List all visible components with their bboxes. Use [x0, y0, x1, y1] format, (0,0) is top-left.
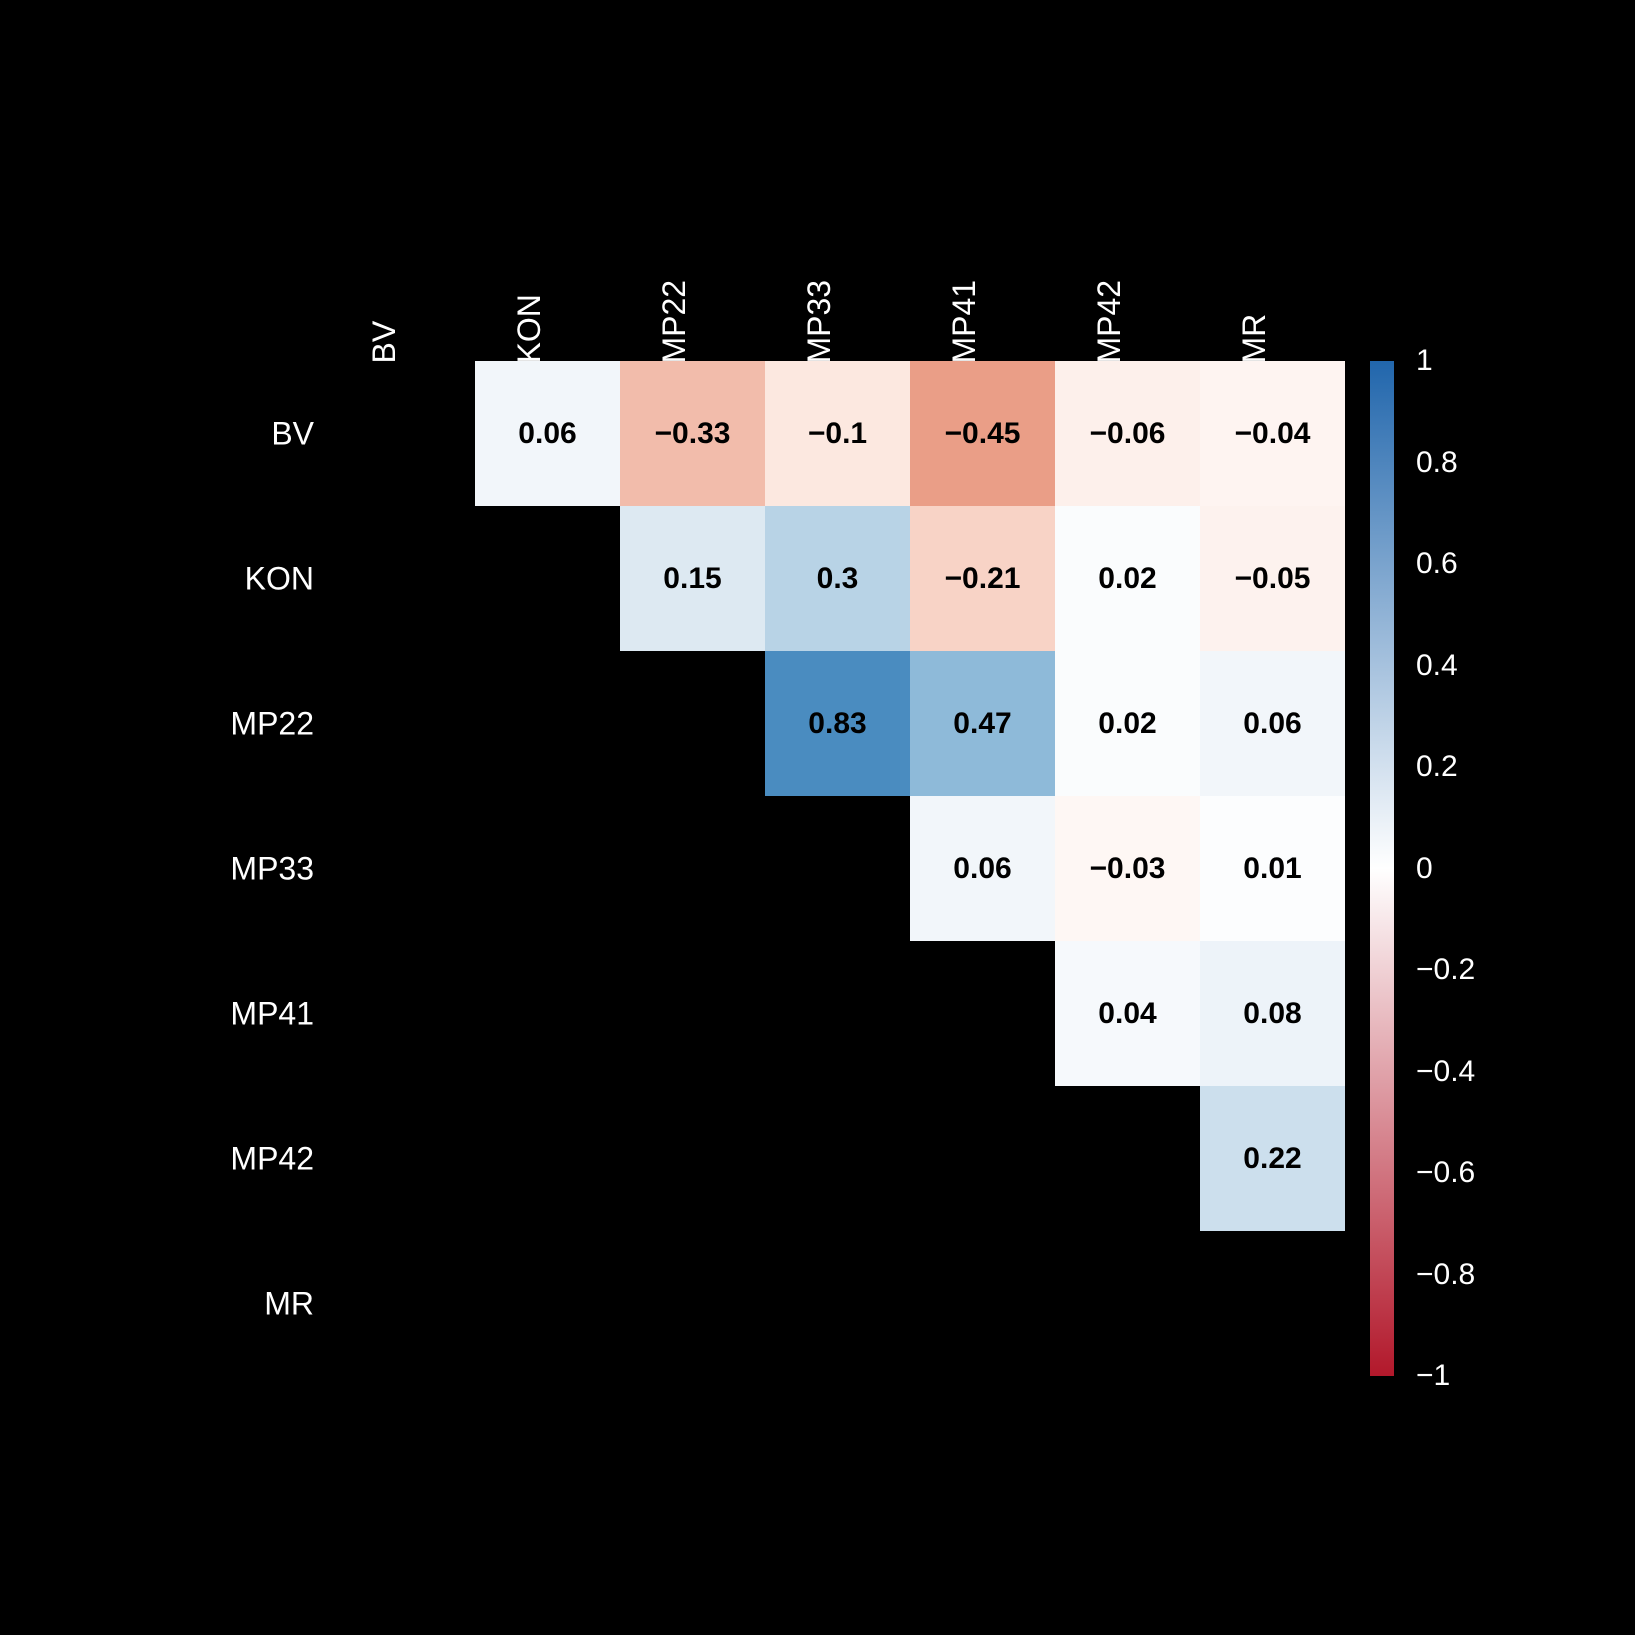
colorbar-tick-label: −1 [1416, 1359, 1450, 1393]
y-axis-label: MR [264, 1285, 314, 1322]
x-axis-label: MP42 [1091, 280, 1128, 364]
heatmap-cell: −0.03 [1055, 796, 1200, 941]
colorbar-border [1368, 359, 1396, 1378]
heatmap-cell: −0.05 [1200, 506, 1345, 651]
y-axis-label: MP42 [230, 1140, 314, 1177]
colorbar-tick [1394, 462, 1402, 464]
heatmap-cell: 0.02 [1055, 651, 1200, 796]
colorbar-tick-label: −0.4 [1416, 1055, 1475, 1089]
x-axis-label: MP33 [801, 280, 838, 364]
heatmap-cell: 0.06 [910, 796, 1055, 941]
heatmap-cell: 0.22 [1200, 1086, 1345, 1231]
colorbar-tick-label: 0.4 [1416, 649, 1458, 683]
x-axis-label: KON [511, 294, 548, 363]
heatmap-cell: 0.06 [1200, 651, 1345, 796]
colorbar-tick [1394, 1172, 1402, 1174]
colorbar-tick-label: 0.2 [1416, 750, 1458, 784]
heatmap-cell: −0.45 [910, 361, 1055, 506]
heatmap-cell: 0.47 [910, 651, 1055, 796]
y-axis-label: BV [271, 415, 314, 452]
colorbar-tick-label: −0.6 [1416, 1156, 1475, 1190]
correlation-heatmap: BV KON MP22 MP33 MP41 MP42 MR BV KON MP22 MP33 MP41… [0, 0, 1635, 1635]
x-axis-label: MP22 [656, 280, 693, 364]
heatmap-cell: 0.04 [1055, 941, 1200, 1086]
heatmap-cell: 0.83 [765, 651, 910, 796]
heatmap-cell: −0.33 [620, 361, 765, 506]
heatmap-cell: 0.01 [1200, 796, 1345, 941]
y-axis-label: KON [245, 560, 314, 597]
colorbar-tick-label: 0.8 [1416, 446, 1458, 480]
colorbar-tick [1394, 665, 1402, 667]
x-axis-label: MP41 [946, 280, 983, 364]
colorbar-tick [1394, 1274, 1402, 1276]
colorbar-tick-label: −0.2 [1416, 953, 1475, 987]
x-axis-label: MR [1236, 314, 1273, 364]
colorbar-tick [1394, 1071, 1402, 1073]
colorbar-tick-label: 1 [1416, 344, 1433, 378]
heatmap-cell: 0.02 [1055, 506, 1200, 651]
y-axis-label: MP41 [230, 995, 314, 1032]
heatmap-cell: −0.04 [1200, 361, 1345, 506]
colorbar-tick-label: −0.8 [1416, 1258, 1475, 1292]
heatmap-cell: 0.08 [1200, 941, 1345, 1086]
colorbar-tick [1394, 868, 1402, 870]
colorbar-tick [1394, 1375, 1402, 1377]
colorbar-tick-label: 0 [1416, 852, 1433, 886]
heatmap-cell: 0.06 [475, 361, 620, 506]
colorbar-tick [1394, 563, 1402, 565]
heatmap-cell: 0.15 [620, 506, 765, 651]
y-axis-label: MP33 [230, 850, 314, 887]
heatmap-cell: −0.21 [910, 506, 1055, 651]
heatmap-cell: −0.06 [1055, 361, 1200, 506]
heatmap-cell: 0.3 [765, 506, 910, 651]
colorbar-tick [1394, 766, 1402, 768]
colorbar-tick [1394, 360, 1402, 362]
colorbar-tick-label: 0.6 [1416, 547, 1458, 581]
heatmap-cell: −0.1 [765, 361, 910, 506]
colorbar-tick [1394, 969, 1402, 971]
y-axis-label: MP22 [230, 705, 314, 742]
x-axis-label: BV [366, 321, 403, 364]
